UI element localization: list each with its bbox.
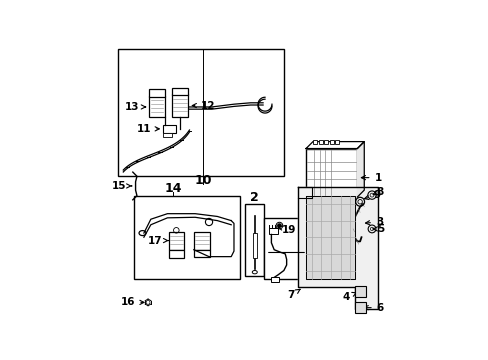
Text: 13: 13 (124, 102, 145, 112)
Text: 12: 12 (192, 100, 214, 111)
Text: 6: 6 (364, 303, 383, 312)
Text: 16: 16 (121, 297, 144, 307)
Bar (329, 140, 333, 144)
Text: 1: 1 (361, 173, 381, 183)
Text: 11: 11 (136, 124, 159, 134)
Bar (268, 228, 278, 234)
Bar (305, 149, 357, 197)
Polygon shape (357, 141, 364, 197)
Bar (354, 286, 365, 297)
Text: 2: 2 (250, 190, 259, 203)
Bar (244, 204, 264, 276)
Text: 10: 10 (194, 174, 212, 187)
Bar (318, 140, 322, 144)
Text: 5: 5 (372, 224, 383, 234)
Text: 7: 7 (286, 289, 300, 301)
Bar (171, 87, 188, 95)
Text: 14: 14 (164, 182, 182, 195)
Polygon shape (305, 141, 364, 149)
Text: 18: 18 (268, 247, 324, 257)
Bar (271, 278, 279, 283)
Bar (168, 250, 183, 258)
Bar (252, 233, 256, 258)
Bar (171, 94, 188, 117)
Bar (163, 125, 175, 133)
Bar (334, 140, 339, 144)
Bar (193, 232, 210, 250)
Bar (264, 218, 314, 279)
Text: 3: 3 (365, 217, 383, 227)
Bar (312, 140, 317, 144)
Bar (149, 89, 164, 97)
Text: 17: 17 (147, 235, 168, 246)
Circle shape (277, 224, 281, 227)
Polygon shape (297, 187, 377, 309)
Bar (117, 49, 284, 176)
Text: 4: 4 (342, 292, 356, 302)
Bar (193, 250, 210, 257)
Bar (163, 133, 171, 137)
Bar (324, 140, 327, 144)
Text: 8: 8 (372, 186, 383, 197)
Text: 19: 19 (278, 225, 295, 235)
Bar (134, 195, 239, 279)
Bar (168, 232, 183, 250)
Bar (149, 96, 164, 117)
Text: 9: 9 (364, 190, 380, 200)
Bar (354, 302, 365, 313)
Text: 15: 15 (111, 181, 131, 191)
Polygon shape (305, 195, 354, 279)
